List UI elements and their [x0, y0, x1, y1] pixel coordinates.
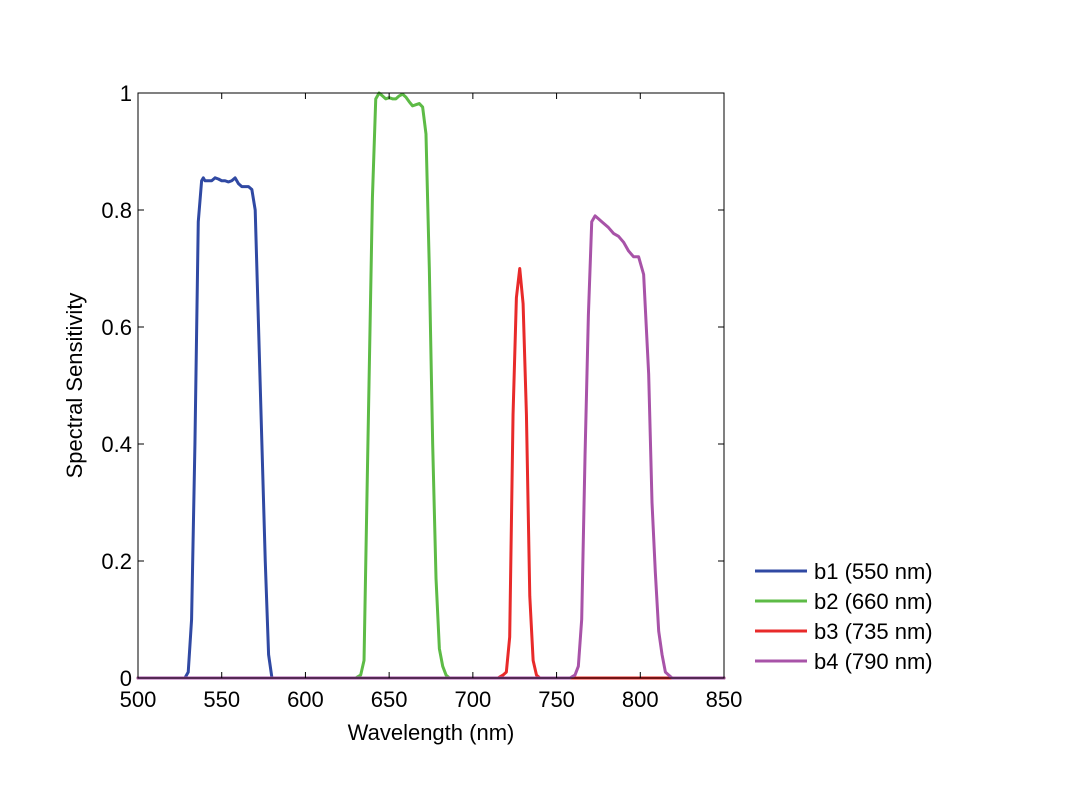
y-tick-label: 0.8 — [101, 198, 132, 223]
legend-label-3: b3 (735 nm) — [814, 619, 933, 644]
legend-label-1: b1 (550 nm) — [814, 559, 933, 584]
series-line-1 — [136, 176, 726, 680]
legend-label-2: b2 (660 nm) — [814, 589, 933, 614]
y-tick-label: 0.6 — [101, 315, 132, 340]
y-axis-ticks: 0 0.2 0.4 0.6 0.8 1 — [101, 81, 724, 691]
x-tick-label: 500 — [120, 687, 157, 712]
y-tick-label: 0 — [120, 666, 132, 691]
x-tick-label: 700 — [454, 687, 491, 712]
x-axis-label: Wavelength (nm) — [348, 720, 515, 745]
legend-label-4: b4 (790 nm) — [814, 649, 933, 674]
plot-frame — [137, 92, 725, 679]
y-tick-label: 1 — [120, 81, 132, 106]
x-tick-label: 650 — [371, 687, 408, 712]
x-tick-label: 800 — [622, 687, 659, 712]
x-axis-ticks: 500 550 600 650 700 750 800 850 — [120, 93, 743, 712]
y-tick-label: 0.4 — [101, 432, 132, 457]
x-tick-label: 850 — [706, 687, 743, 712]
series-line-2 — [136, 91, 726, 680]
x-tick-label: 750 — [538, 687, 575, 712]
series-line-4 — [136, 214, 726, 680]
x-tick-label: 550 — [203, 687, 240, 712]
x-tick-label: 600 — [287, 687, 324, 712]
y-axis-label: Spectral Sensitivity — [62, 293, 87, 479]
legend: b1 (550 nm) b2 (660 nm) b3 (735 nm) b4 (790… — [755, 559, 933, 674]
plot-lines — [136, 91, 726, 680]
y-tick-label: 0.2 — [101, 549, 132, 574]
